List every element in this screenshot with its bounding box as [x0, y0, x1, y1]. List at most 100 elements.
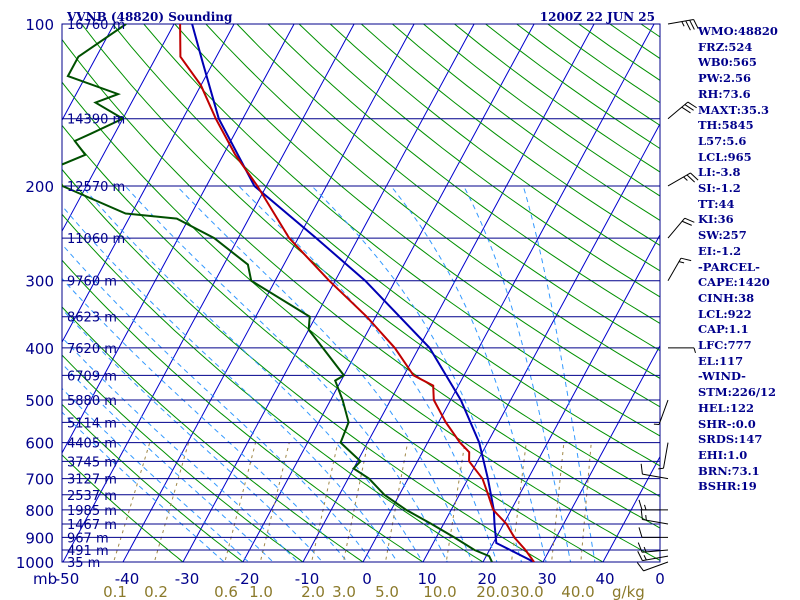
- height-label: 2537 m: [67, 489, 117, 504]
- index-item: PW:2.56: [698, 71, 752, 86]
- dewpoint-curve-point: [125, 24, 127, 25]
- index-item: -WIND-: [698, 369, 746, 384]
- pressure-tick-label: 100: [25, 16, 54, 34]
- dewpoint-curve-point: [309, 316, 311, 318]
- height-label: 11060 m: [67, 232, 125, 247]
- parcel-curve-point: [253, 185, 256, 187]
- temperature-curve-point: [481, 478, 484, 480]
- dry-adiabat-line: [174, 24, 660, 408]
- wind-barb: [667, 18, 699, 31]
- temperature-curve: [179, 24, 535, 562]
- dewpoint-curve-point: [84, 154, 86, 156]
- dewpoint-curve-point: [353, 467, 355, 470]
- wind-barb-flag: [690, 172, 699, 181]
- dewpoint-curve-point: [74, 140, 76, 142]
- wind-barb-halfflag: [678, 261, 685, 264]
- dry-adiabat-line: [62, 454, 184, 562]
- mixing-ratio-tick-label: 0.6: [214, 583, 238, 600]
- height-label: 16760 m: [67, 18, 125, 33]
- dewpoint-curve-point: [453, 536, 455, 538]
- index-item: LFC:777: [698, 338, 752, 353]
- moist-adiabat-line: [311, 185, 523, 562]
- dewpoint-curve-point: [247, 263, 249, 266]
- dewpoint-curve-point: [491, 561, 493, 562]
- temperature-curve-point: [533, 561, 535, 562]
- temperature-curve-point: [366, 316, 368, 318]
- index-item: CAP:1.1: [698, 322, 749, 337]
- parcel-curve-point: [364, 280, 366, 282]
- wind-barb: [667, 172, 699, 187]
- index-item: TT:44: [698, 196, 735, 211]
- wind-barb: [653, 399, 669, 425]
- wind-barb-staff: [667, 101, 689, 120]
- dry-adiabat-lines: [62, 24, 660, 562]
- mixing-ratio-tick-label: 20.0: [476, 583, 509, 600]
- height-label: 7620 m: [67, 342, 117, 357]
- temperature-curve-point: [433, 399, 435, 401]
- index-item: STM:226/12: [698, 385, 777, 400]
- height-label: 1467 m: [67, 518, 117, 533]
- temperature-curve-point: [505, 523, 508, 525]
- mixing-ratio-line: [580, 442, 592, 562]
- isotherm-line: [542, 344, 660, 562]
- wind-barb: [668, 347, 696, 354]
- isotherm-line: [482, 233, 660, 562]
- pressure-tick-label: 300: [25, 273, 54, 291]
- wind-barb-flag: [638, 499, 643, 511]
- pressure-tick-label: 500: [25, 392, 54, 410]
- temperature-curve-point: [468, 460, 470, 462]
- dewpoint-curve-point: [54, 167, 55, 168]
- temperature-tick-label: -40: [115, 570, 140, 588]
- height-label: 5114 m: [67, 416, 117, 431]
- wind-barb-flag: [640, 463, 643, 475]
- dry-adiabat-line: [236, 24, 660, 352]
- wind-barb-flag: [638, 527, 643, 538]
- isotherm-line: [422, 122, 660, 562]
- moist-adiabat-line: [62, 387, 250, 562]
- wind-barb-staff: [642, 549, 669, 553]
- wind-barb-flag: [637, 542, 643, 553]
- mixing-ratio-line: [224, 442, 257, 562]
- temperature-curve-point: [487, 494, 489, 496]
- parcel-curve-point: [478, 442, 480, 444]
- parcel-curve-point: [493, 523, 496, 525]
- wind-barb: [638, 499, 668, 511]
- height-label: 14390 m: [67, 113, 125, 128]
- dry-adiabat-line: [62, 306, 364, 562]
- dry-adiabat-line: [62, 38, 660, 529]
- moist-adiabat-line: [62, 308, 324, 562]
- index-item: L57:5.6: [698, 133, 747, 148]
- dewpoint-curve-point: [124, 212, 127, 215]
- mixing-ratio-axis: 0.1 0.2 0.6 1.0 2.0 3.0 5.0 10.0 20.0 30.0 40.0: [103, 583, 595, 600]
- temperature-tick-label: -20: [235, 570, 260, 588]
- mixing-ratio-tick-label: 30.0: [510, 583, 543, 600]
- temperature-tick-label: -10: [295, 570, 320, 588]
- isotherm-line: [602, 455, 660, 562]
- wind-barb-flag: [685, 20, 691, 31]
- wind-barb: [638, 527, 668, 538]
- wind-barb-flag: [684, 217, 695, 223]
- wind-barb-flag: [681, 106, 691, 114]
- wind-barb: [637, 551, 669, 562]
- wind-barb-staff: [642, 473, 669, 480]
- isotherm-line: [62, 24, 295, 454]
- temperature-tick-label: 0: [362, 570, 372, 588]
- dewpoint-curve-point: [383, 494, 385, 496]
- moist-adiabat-line: [62, 362, 274, 562]
- mixing-ratio-tick-label: 2.0: [301, 583, 325, 600]
- wind-barb: [637, 542, 669, 553]
- moist-adiabat-line: [176, 185, 473, 562]
- temperature-curve-point: [256, 185, 259, 187]
- temperature-tick-label: -30: [175, 570, 200, 588]
- index-item: CINH:38: [698, 290, 755, 305]
- mixing-ratio-line: [311, 442, 339, 562]
- wind-barb-halfflag: [645, 514, 647, 521]
- moist-adiabat-line: [62, 205, 399, 562]
- dry-adiabat-line: [62, 124, 605, 562]
- index-item: SRDS:147: [698, 432, 763, 447]
- wind-barb-flag: [681, 220, 692, 226]
- dry-adiabat-line: [267, 24, 660, 325]
- isotherm-line: [182, 24, 475, 562]
- chart-title: VVNB (48820) Sounding: [66, 10, 233, 24]
- index-item: LCL:922: [698, 306, 752, 321]
